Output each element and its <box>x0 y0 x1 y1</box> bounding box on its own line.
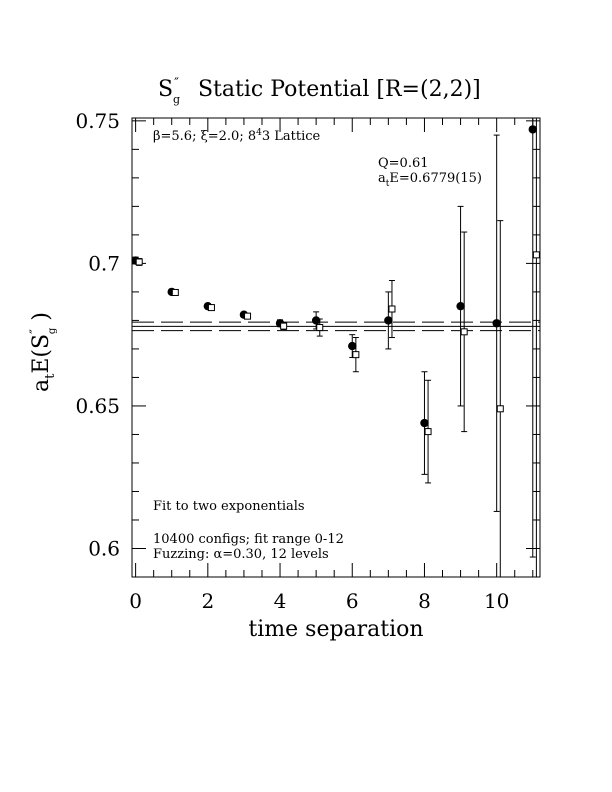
data-point-square <box>280 322 288 330</box>
tick-labels: 0 2 4 6 8 10 0.6 0.65 0.7 0.75 <box>75 109 509 613</box>
data-point-square <box>496 405 504 413</box>
data-point-circle <box>384 316 393 325</box>
data-point-square <box>460 328 468 336</box>
data-point-square <box>244 312 252 320</box>
y-tick-label: 0.75 <box>75 109 120 133</box>
configs-annotation: 10400 configs; fit range 0-12 <box>153 532 344 547</box>
q-annotation: Q=0.61 <box>378 156 429 171</box>
fuzzing-annotation: Fuzzing: α=0.30, 12 levels <box>153 547 329 562</box>
x-tick-label: 6 <box>346 589 359 613</box>
data-point-circle <box>311 316 321 325</box>
data-point-square <box>532 251 540 259</box>
x-tick-label: 2 <box>201 589 214 613</box>
x-axis-label: time separation <box>248 617 423 642</box>
fit-band <box>132 321 540 332</box>
data-point-circle <box>348 341 357 351</box>
y-tick-label: 0.65 <box>75 394 120 418</box>
y-tick-label: 0.6 <box>88 536 120 560</box>
x-tick-label: 8 <box>418 589 431 613</box>
data-point-circle <box>456 301 465 311</box>
data-point-square <box>207 304 215 312</box>
y-tick-label: 0.7 <box>88 251 120 275</box>
data-point-circle <box>492 319 501 328</box>
x-tick-label: 0 <box>129 589 142 613</box>
y-axis-label: atE(S″ g ) <box>28 312 58 392</box>
data-markers <box>131 125 540 436</box>
chart-title: S″ g Static Potential [R=(2,2)] <box>158 76 481 106</box>
energy-annotation: atE=0.6779(15) <box>378 171 482 189</box>
data-point-circle <box>528 125 537 134</box>
data-point-square <box>424 428 432 436</box>
plot-frame <box>131 117 541 578</box>
x-tick-label: 4 <box>274 589 287 613</box>
data-point-square <box>388 305 396 313</box>
data-point-circle <box>420 418 429 428</box>
lattice-annotation: β=5.6; ξ=2.0; 843 Lattice <box>153 128 321 144</box>
x-tick-label: 10 <box>484 589 509 613</box>
data-point-square <box>135 258 143 266</box>
data-point-square <box>352 351 360 359</box>
data-point-square <box>316 324 324 332</box>
fit-type-annotation: Fit to two exponentials <box>153 499 305 514</box>
data-point-square <box>171 288 179 296</box>
axis-ticks <box>132 118 540 577</box>
